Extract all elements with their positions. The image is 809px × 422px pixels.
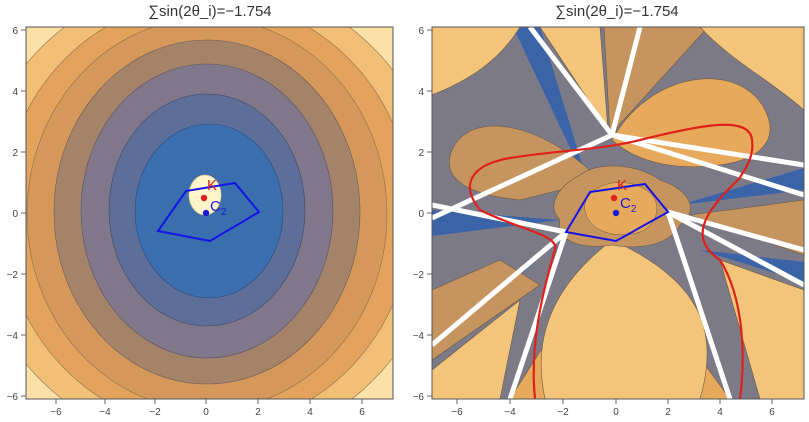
right-label-k: K [617, 177, 627, 194]
left-x-tick-label: −4 [99, 407, 111, 418]
left-panel: ∑sin(2θ_i)=−1.754 K C2 −6 − [7, 3, 394, 418]
left-y-tick-label: −6 [7, 392, 19, 403]
right-y-tick-label: 2 [418, 148, 424, 159]
left-point-c2 [202, 209, 210, 217]
right-lower-left-region [432, 299, 521, 399]
right-white-rays [665, 209, 804, 399]
right-panel: ∑sin(2θ_i)=−1.754 [413, 3, 805, 418]
right-x-axis: −6 −4 −2 0 2 4 6 [451, 399, 775, 418]
right-y-tick-label: 0 [418, 209, 424, 220]
right-y-tick-label: −6 [413, 392, 425, 403]
left-y-tick-label: 2 [12, 148, 18, 159]
right-label-c2: C2 [620, 195, 637, 215]
left-label-c2: C2 [210, 198, 227, 218]
right-corner-region [432, 27, 521, 96]
right-blue-wedge [513, 27, 590, 190]
left-x-tick-label: 0 [203, 407, 209, 418]
right-x-tick-label: 6 [769, 407, 775, 418]
left-label-k: K [207, 177, 217, 194]
left-point-k [200, 194, 208, 202]
left-y-tick-label: −2 [7, 270, 19, 281]
right-center-core [584, 182, 658, 235]
right-blue-wedge [432, 210, 560, 236]
left-polygon [156, 181, 261, 243]
right-point-c2 [612, 209, 620, 217]
right-red-curve [469, 123, 754, 211]
right-blue-wedge [680, 168, 804, 205]
left-x-tick-label: 2 [255, 407, 261, 418]
left-x-tick-label: −2 [149, 407, 161, 418]
right-red-curve [701, 177, 744, 399]
right-point-k [610, 194, 618, 202]
left-x-tick-label: 4 [307, 407, 313, 418]
right-y-tick-label: 4 [418, 87, 424, 98]
left-y-axis: 6 4 2 0 −2 −4 −6 [7, 26, 26, 403]
left-x-tick-label: 6 [359, 407, 365, 418]
left-y-tick-label: −4 [7, 331, 19, 342]
left-y-tick-label: 0 [12, 209, 18, 220]
left-y-tick-label: 4 [12, 87, 18, 98]
left-title: ∑sin(2θ_i)=−1.754 [148, 3, 271, 20]
right-blue-wedge [700, 250, 804, 282]
left-x-axis: −6 −4 −2 0 2 4 6 [50, 399, 365, 418]
right-upper-wedge [603, 27, 709, 136]
right-red-curve [479, 209, 557, 399]
right-title: ∑sin(2θ_i)=−1.754 [555, 3, 678, 20]
right-lower-lobe [540, 239, 708, 399]
right-y-axis: 6 4 2 0 −2 −4 −6 [413, 26, 432, 403]
right-x-tick-label: −4 [504, 407, 516, 418]
right-y-tick-label: −4 [413, 331, 425, 342]
right-lower-left-region [432, 259, 541, 361]
right-x-tick-label: 4 [717, 407, 723, 418]
right-y-tick-label: 6 [418, 26, 424, 37]
left-contour-field [26, 27, 393, 399]
right-x-tick-label: −6 [451, 407, 463, 418]
right-x-tick-label: −2 [557, 407, 569, 418]
right-y-tick-label: −2 [413, 270, 425, 281]
right-lower-right-region [719, 259, 804, 399]
left-y-tick-label: 6 [12, 26, 18, 37]
right-white-rays [432, 27, 804, 221]
right-polygon [564, 182, 670, 243]
right-x-tick-label: 2 [665, 407, 671, 418]
left-x-tick-label: −6 [50, 407, 62, 418]
right-x-tick-label: 0 [613, 407, 619, 418]
